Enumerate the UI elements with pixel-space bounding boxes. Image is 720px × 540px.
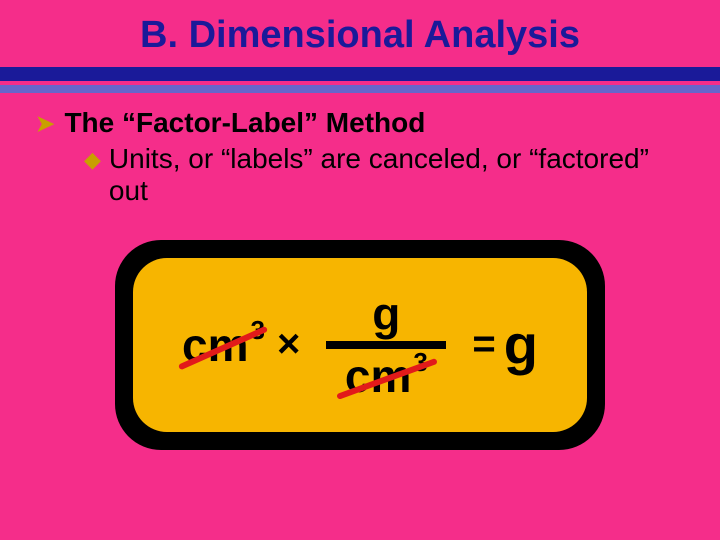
left-unit: cm3	[182, 318, 265, 372]
content-area: ➤ The “Factor-Label” Method ◆ Units, or …	[0, 93, 720, 450]
fraction-numerator: g	[368, 289, 404, 339]
bullet-l2-text: Units, or “labels” are canceled, or “fac…	[109, 143, 684, 207]
equals-sign: =	[472, 322, 491, 367]
result-unit: g	[504, 312, 538, 377]
slide-root: B. Dimensional Analysis ➤ The “Factor-La…	[0, 0, 720, 540]
title-rule-2	[0, 85, 720, 93]
arrow-bullet-icon: ➤	[36, 111, 54, 136]
fraction: g cm3	[326, 289, 446, 401]
formula-container: cm3 × g cm3 = g	[115, 240, 605, 450]
multiply-operator: ×	[277, 322, 300, 367]
bullet-level2: ◆ Units, or “labels” are canceled, or “f…	[84, 143, 684, 207]
bullet-l1-text: The “Factor-Label” Method	[64, 107, 425, 139]
title-rule-1	[0, 67, 720, 81]
diamond-bullet-icon: ◆	[84, 147, 101, 172]
formula-box: cm3 × g cm3 = g	[133, 258, 587, 432]
fraction-bar	[326, 341, 446, 349]
slide-title: B. Dimensional Analysis	[0, 0, 720, 63]
fraction-denominator: cm3	[341, 351, 432, 401]
bullet-level1: ➤ The “Factor-Label” Method	[36, 107, 684, 139]
